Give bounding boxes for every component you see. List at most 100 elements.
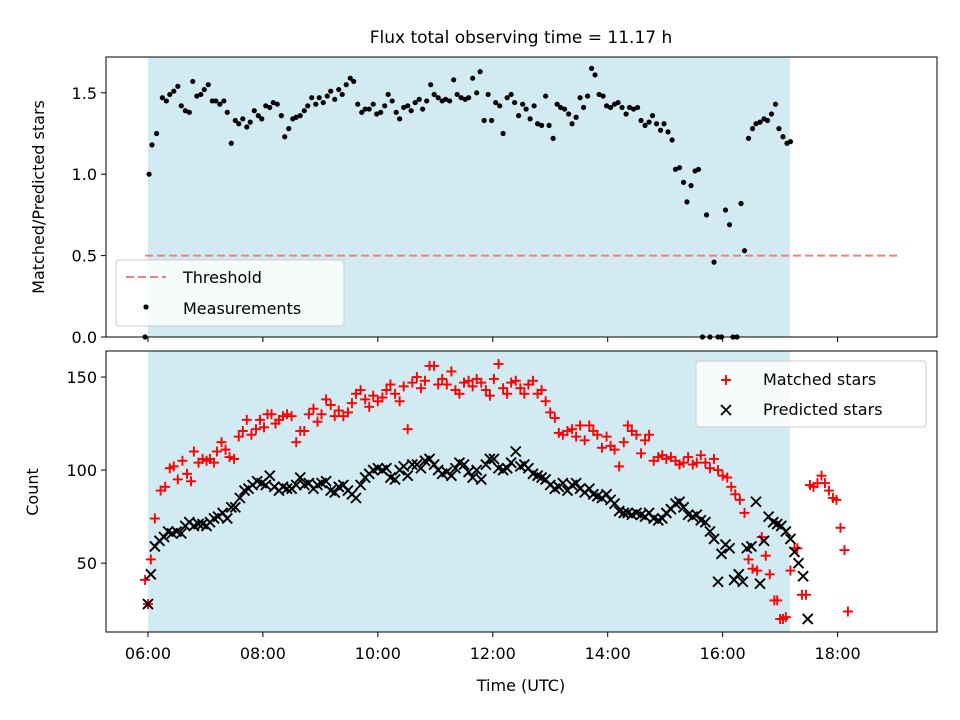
matched-star-point (527, 375, 538, 386)
matched-star-point (678, 457, 689, 468)
matched-star-point (640, 435, 651, 446)
matched-star-point (562, 426, 573, 437)
count-panel-y-ticks: 50 100 150 (66, 368, 106, 573)
measurement-point (259, 116, 265, 122)
measurement-point (205, 82, 211, 88)
matched-star-point (760, 550, 771, 561)
measurement-point (753, 121, 759, 127)
x-tick-label: 12:00 (470, 644, 516, 663)
measurement-point (347, 75, 353, 81)
matched-star-point (713, 465, 724, 476)
ratio-panel-legend: Threshold Measurements (115, 259, 345, 327)
measurement-point (454, 91, 460, 98)
predicted-star-point (797, 570, 809, 582)
count-panel-legend: Matched stars Predicted stars (695, 360, 927, 428)
measurement-point (550, 135, 556, 141)
measurement-point (600, 93, 606, 99)
legend-measurements-swatch (143, 304, 149, 310)
measurement-point (630, 106, 637, 112)
legend-x-marker (720, 404, 732, 416)
measurement-point (580, 104, 587, 111)
legend-matched-label: Matched stars (763, 370, 876, 389)
x-axis-label: Time (UTC) (476, 676, 565, 695)
x-tick-label: 18:00 (815, 644, 861, 663)
measurement-point (684, 199, 690, 205)
predicted-star-point (704, 525, 716, 538)
predicted-star-point (350, 492, 362, 504)
measurement-point (263, 103, 269, 109)
matched-star-point (722, 472, 733, 483)
matched-star-point (241, 414, 252, 425)
measurement-point (649, 113, 656, 119)
matched-star-point (631, 429, 642, 440)
matched-star-point (429, 360, 440, 371)
predicted-star-point (406, 458, 418, 471)
measurement-point (297, 113, 303, 119)
measurement-point (520, 101, 526, 107)
predicted-star-point (570, 477, 582, 489)
matched-star-point (172, 474, 183, 485)
predicted-star-point (264, 470, 276, 482)
measurement-point (768, 111, 775, 117)
measurement-point (470, 75, 476, 81)
count-panel: 06:00 08:00 10:00 12:00 14:00 16:00 18:00 50 10… (23, 350, 938, 695)
matched-star-point (842, 606, 853, 617)
measurement-point (401, 104, 407, 111)
matched-star-point (246, 429, 257, 440)
matched-star-point (433, 379, 444, 390)
matched-star-point (145, 554, 156, 565)
predicted-star-point (158, 531, 170, 543)
y-tick-label: 150 (66, 368, 97, 387)
matched-star-point (575, 420, 586, 431)
measurement-point (389, 98, 395, 104)
measurement-point (339, 91, 345, 98)
predicted-star-point (354, 479, 367, 491)
measurement-point (224, 109, 230, 115)
measurement-point (638, 117, 644, 124)
measurement-point (787, 139, 794, 145)
chart-title: Flux total observing time = 11.17 h (370, 28, 673, 48)
measurement-point (489, 117, 495, 124)
measurement-point (626, 104, 633, 111)
measurement-point (282, 134, 288, 140)
measurement-point (665, 129, 671, 135)
predicted-star-point (488, 453, 500, 465)
predicted-star-point (673, 496, 686, 508)
predicted-star-point (505, 456, 517, 469)
measurement-point (534, 121, 541, 127)
measurement-point (286, 126, 292, 132)
matched-star-point (402, 424, 413, 435)
matched-star-point (419, 375, 430, 386)
matched-star-point (355, 385, 366, 396)
measurement-point (366, 106, 372, 112)
measurement-point (267, 104, 273, 111)
x-tick-label: 10:00 (355, 644, 401, 663)
predicted-star-point (788, 546, 801, 558)
predicted-star-point (320, 475, 332, 487)
measurement-point (672, 166, 679, 172)
predicted-star-point (501, 462, 513, 474)
matched-star-point (441, 379, 452, 390)
matched-star-point (839, 545, 850, 556)
measurement-point (217, 101, 223, 107)
measurement-point (405, 103, 411, 109)
measurement-point (186, 109, 192, 115)
matched-star-point (188, 446, 199, 457)
measurement-points (142, 65, 794, 340)
measurement-point (451, 77, 457, 83)
measurement-point (493, 99, 499, 106)
matched-star-point (644, 429, 655, 440)
measurement-point (642, 122, 648, 128)
measurement-point (523, 106, 529, 112)
matched-star-point (321, 394, 332, 405)
matched-star-point (229, 453, 240, 464)
measurement-point (443, 96, 449, 102)
matched-star-point (333, 405, 344, 416)
measurement-point (695, 166, 702, 172)
measurement-point (584, 93, 591, 99)
measurement-point (416, 96, 422, 102)
matched-star-point (835, 522, 846, 533)
measurement-point (738, 200, 744, 207)
measurement-point (554, 101, 560, 107)
matched-star-point (515, 383, 526, 394)
